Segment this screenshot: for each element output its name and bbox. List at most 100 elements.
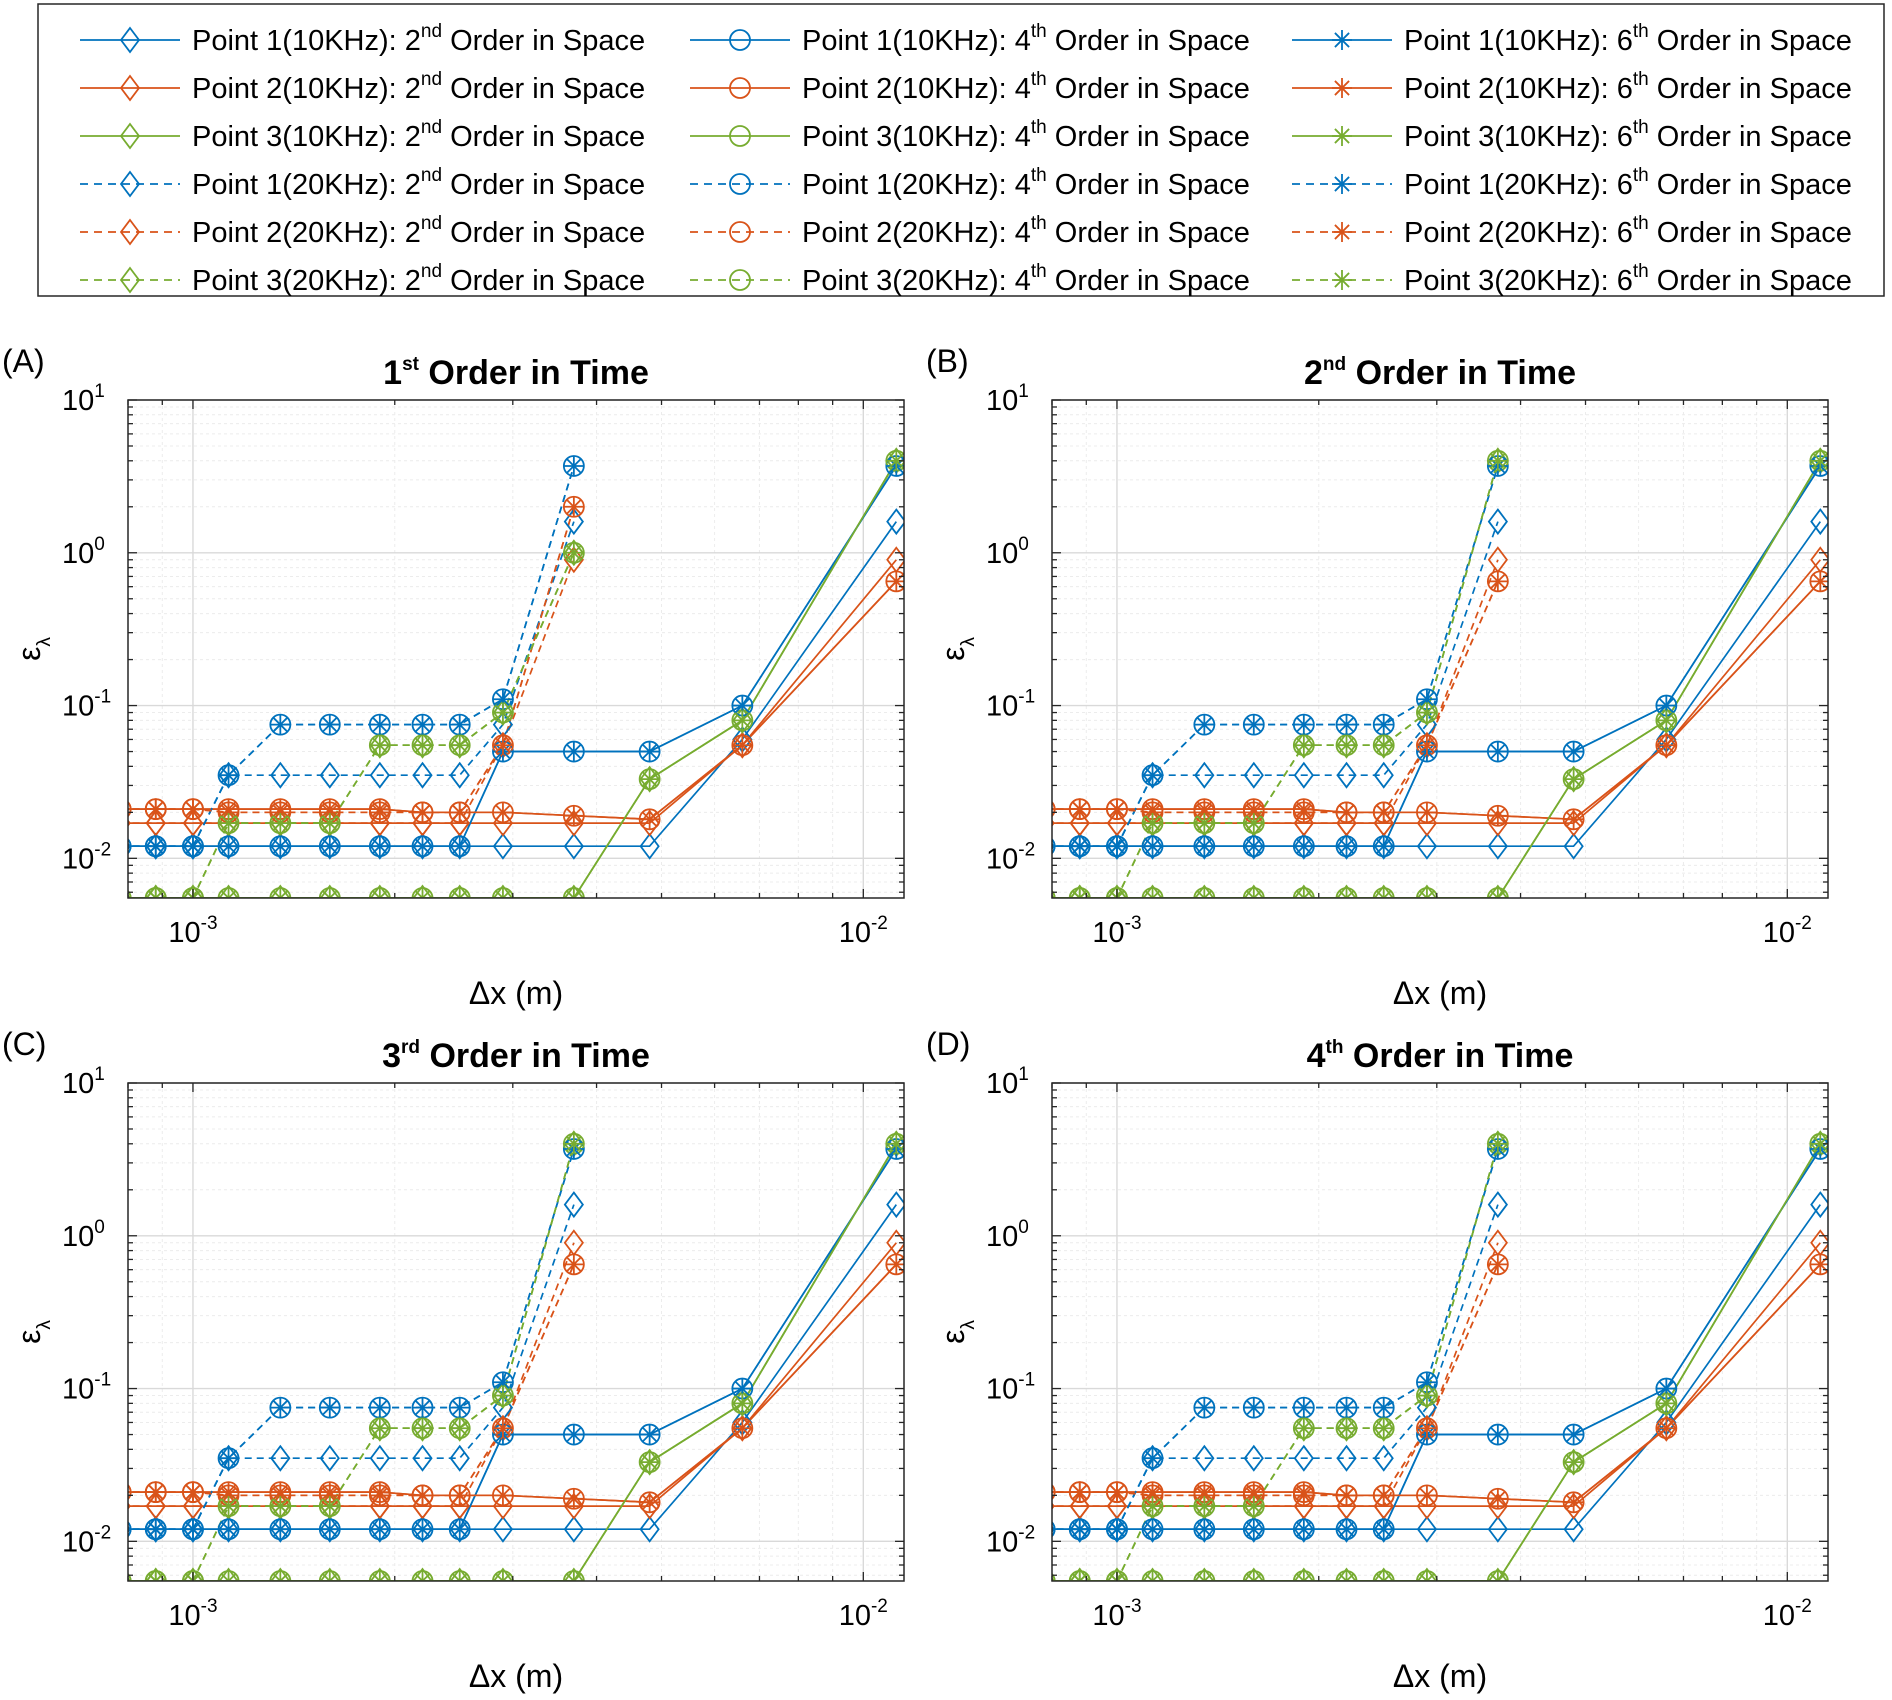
legend-label: Point 1(10KHz): 4th Order in Space [802, 21, 1250, 57]
legend-entry-p2_20_s6: Point 2(20KHz): 6th Order in Space [1292, 213, 1852, 249]
data-point-asterisk-icon [1106, 836, 1127, 857]
data-point-diamond-icon [1052, 894, 1055, 898]
data-point-asterisk-icon [492, 1385, 513, 1406]
data-point-diamond-icon [1810, 508, 1828, 536]
data-point-diamond-icon [412, 1515, 433, 1543]
x-axis-label: Δx (m) [1393, 1658, 1487, 1694]
legend-marker-diamond-icon [119, 266, 141, 294]
data-point-diamond-icon [369, 1515, 390, 1543]
plot-area [128, 1130, 904, 1581]
data-point-diamond-icon [1293, 731, 1314, 759]
data-point-asterisk-icon [1487, 1488, 1508, 1509]
y-axis-label: ελ [935, 637, 979, 661]
data-point-diamond-icon [218, 761, 239, 789]
data-point-diamond-icon [639, 1515, 660, 1543]
data-point-diamond-icon [128, 819, 131, 827]
data-point-diamond-icon [319, 761, 340, 789]
data-point-asterisk-icon [1194, 836, 1215, 857]
legend-marker-circle-icon [729, 173, 751, 195]
data-point-asterisk-icon [369, 714, 390, 735]
data-point-diamond-icon [128, 819, 131, 827]
data-point-asterisk-icon [1142, 1571, 1163, 1581]
series-points-p2_20_s2 [128, 1229, 584, 1520]
data-point-diamond-icon [412, 1444, 433, 1472]
data-point-diamond-icon [218, 1444, 239, 1472]
data-point-asterisk-icon [563, 1254, 584, 1275]
tick-marks [1051, 1082, 1828, 1581]
legend-label: Point 3(20KHz): 6th Order in Space [1404, 261, 1852, 297]
legend-entry-p2_10_s4: Point 2(10KHz): 4th Order in Space [690, 69, 1250, 105]
data-point-asterisk-icon [1416, 689, 1437, 710]
data-point-asterisk-icon [412, 1519, 433, 1540]
series-points-p1_20_s2 [1052, 1191, 1508, 1543]
series-points-p2_20_s6 [128, 1254, 584, 1506]
data-point-asterisk-icon [1416, 1418, 1437, 1439]
data-point-diamond-icon [1487, 1492, 1508, 1520]
x-axis-label: Δx (m) [469, 975, 563, 1011]
data-point-asterisk-icon [218, 813, 239, 834]
data-point-asterisk-icon [182, 836, 203, 857]
series-line-p1_10_s2 [1052, 521, 1821, 848]
data-point-diamond-icon [1052, 1577, 1055, 1581]
data-point-asterisk-icon [1194, 1519, 1215, 1540]
data-point-asterisk-icon [369, 1519, 390, 1540]
data-point-diamond-icon [492, 1515, 514, 1543]
panel-label: (A) [2, 343, 45, 379]
data-point-diamond-icon [1487, 1515, 1508, 1543]
legend-label: Point 2(10KHz): 2nd Order in Space [192, 69, 645, 105]
data-point-diamond-icon [270, 1444, 291, 1472]
data-point-asterisk-icon [1194, 1397, 1215, 1418]
panel-label: (D) [926, 1026, 970, 1062]
data-point-asterisk-icon [1069, 1519, 1090, 1540]
data-point-asterisk-icon [492, 702, 513, 723]
data-point-diamond-icon [270, 832, 291, 860]
legend-entry-p1_20_s4: Point 1(20KHz): 4th Order in Space [690, 165, 1250, 201]
data-point-asterisk-icon [412, 1397, 433, 1418]
series-points-p1_10_s4 [128, 1138, 904, 1541]
data-point-diamond-icon [1416, 1515, 1438, 1543]
data-point-asterisk-icon [270, 1496, 291, 1517]
data-point-asterisk-icon [1194, 888, 1215, 898]
data-point-asterisk-icon [1373, 802, 1394, 823]
legend-marker-circle-icon [729, 77, 751, 99]
data-point-asterisk-icon [270, 813, 291, 834]
data-point-diamond-icon [1563, 1515, 1584, 1543]
chart-title: 4th Order in Time [1307, 1037, 1574, 1075]
data-point-asterisk-icon [449, 1485, 470, 1506]
data-point-diamond-icon [1293, 761, 1314, 789]
data-point-diamond-icon [1243, 884, 1264, 898]
series-points-p3_10_s6 [128, 450, 904, 898]
data-point-diamond-icon [1243, 832, 1264, 860]
data-point-asterisk-icon [639, 809, 660, 830]
data-point-diamond-icon [1052, 842, 1055, 850]
legend-label: Point 1(20KHz): 4th Order in Space [802, 165, 1250, 201]
data-point-asterisk-icon [886, 1133, 904, 1154]
data-point-diamond-icon [563, 809, 584, 837]
data-point-diamond-icon [145, 1515, 166, 1543]
legend-entry-p2_20_s2: Point 2(20KHz): 2nd Order in Space [80, 213, 645, 249]
series-line-p1_20_s2 [1052, 521, 1499, 848]
x-tick-label: 10-2 [1763, 1596, 1812, 1632]
plot-area [1052, 447, 1828, 898]
legend-entry-p3_20_s2: Point 3(20KHz): 2nd Order in Space [80, 261, 645, 297]
legend-label: Point 3(10KHz): 6th Order in Space [1404, 117, 1852, 153]
legend-entry-p3_10_s6: Point 3(10KHz): 6th Order in Space [1292, 117, 1852, 153]
data-point-diamond-icon [218, 884, 239, 898]
legend-entry-p1_20_s2: Point 1(20KHz): 2nd Order in Space [80, 165, 645, 201]
data-point-diamond-icon [1194, 884, 1215, 898]
data-point-asterisk-icon [492, 1571, 513, 1581]
data-point-asterisk-icon [319, 714, 340, 735]
data-point-asterisk-icon [319, 1519, 340, 1540]
legend-label: Point 2(10KHz): 6th Order in Space [1404, 69, 1852, 105]
x-tick-label: 10-2 [839, 913, 888, 949]
data-point-asterisk-icon [412, 888, 433, 898]
series-points-p1_10_s6 [128, 455, 904, 857]
series-line-p1_20_s6 [1052, 1148, 1499, 1531]
data-point-asterisk-icon [369, 888, 390, 898]
data-point-asterisk-icon [1243, 1519, 1264, 1540]
series-line-p1_20_s6 [128, 1148, 575, 1531]
data-point-diamond-icon [182, 1492, 204, 1520]
series-points-p1_20_s2 [128, 508, 584, 860]
series-points-p1_20_s2 [1052, 508, 1508, 860]
data-point-asterisk-icon [218, 1448, 239, 1469]
